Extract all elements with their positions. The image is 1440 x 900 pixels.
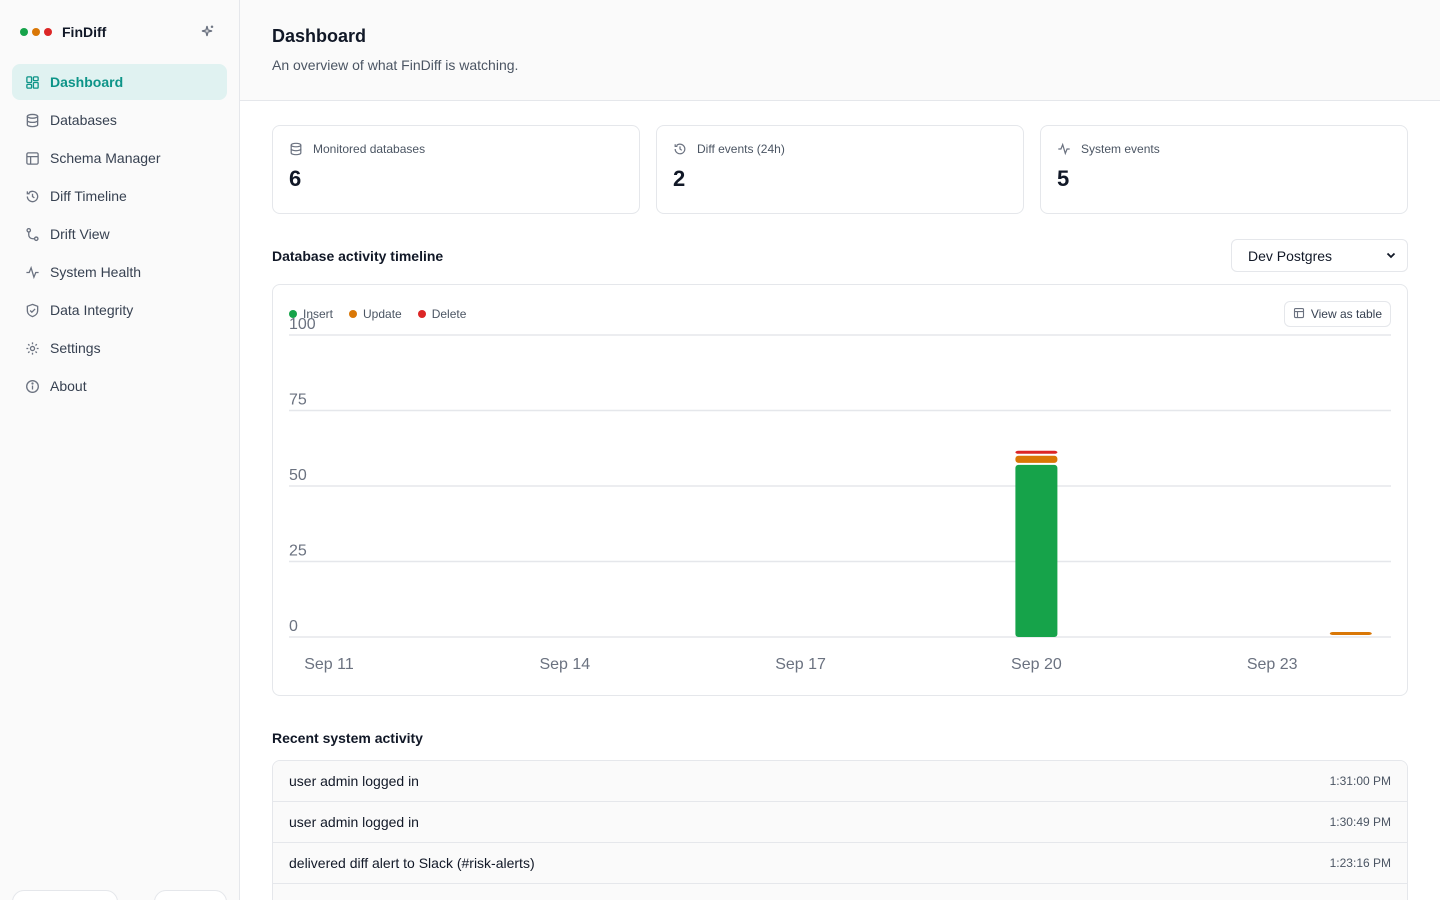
list-item[interactable] bbox=[273, 884, 1407, 900]
activity-icon bbox=[1057, 142, 1071, 156]
sidebar-footer-toggle[interactable] bbox=[154, 890, 227, 900]
sidebar-item-databases[interactable]: Databases bbox=[12, 102, 227, 138]
list-item[interactable]: user admin logged in 1:30:49 PM bbox=[273, 802, 1407, 843]
table-icon bbox=[1293, 307, 1305, 322]
list-item[interactable]: user admin logged in 1:31:00 PM bbox=[273, 761, 1407, 802]
y-tick-label: 0 bbox=[289, 618, 298, 635]
activity-time: 1:23:16 PM bbox=[1329, 856, 1391, 870]
brand-name: FinDiff bbox=[62, 24, 107, 40]
view-as-table-label: View as table bbox=[1310, 307, 1382, 321]
x-tick-label: Sep 11 bbox=[304, 656, 354, 673]
chart-canvas: 0 25 50 75 100 Sep 11 Sep 14 Sep 17 Sep 20 Sep 23 bbox=[289, 316, 1391, 673]
bar-update bbox=[1329, 632, 1372, 635]
sidebar-item-label: Settings bbox=[50, 340, 101, 356]
brand-dot-red bbox=[44, 28, 52, 36]
x-tick-label: Sep 17 bbox=[775, 656, 826, 673]
stat-card-monitored-databases: Monitored databases 6 bbox=[272, 125, 640, 214]
y-tick-label: 100 bbox=[289, 316, 316, 333]
brand-dot-orange bbox=[32, 28, 40, 36]
y-tick-label: 25 bbox=[289, 543, 307, 560]
x-tick-label: Sep 14 bbox=[539, 656, 590, 673]
activity-time: 1:31:00 PM bbox=[1329, 774, 1391, 788]
git-compare-icon bbox=[24, 226, 40, 242]
database-icon bbox=[289, 142, 303, 156]
stat-label: Diff events (24h) bbox=[697, 142, 785, 156]
sidebar-item-label: Diff Timeline bbox=[50, 188, 127, 204]
sparkle-icon[interactable] bbox=[197, 22, 217, 42]
list-item[interactable]: delivered diff alert to Slack (#risk-ale… bbox=[273, 843, 1407, 884]
sidebar: FinDiff Dashboard Databases Schema Manag… bbox=[0, 0, 240, 900]
activity-icon bbox=[24, 264, 40, 280]
database-icon bbox=[24, 112, 40, 128]
sidebar-item-about[interactable]: About bbox=[12, 368, 227, 404]
main-content: Dashboard An overview of what FinDiff is… bbox=[240, 0, 1440, 900]
sidebar-item-label: Drift View bbox=[50, 226, 110, 242]
sidebar-item-label: Schema Manager bbox=[50, 150, 161, 166]
bar-update bbox=[1015, 455, 1058, 463]
brand[interactable]: FinDiff bbox=[20, 22, 106, 42]
x-tick-label: Sep 23 bbox=[1247, 656, 1298, 673]
shield-icon bbox=[24, 302, 40, 318]
stat-card-system-events: System events 5 bbox=[1040, 125, 1408, 214]
legend-item-delete[interactable]: Delete bbox=[417, 307, 467, 321]
legend-label: Update bbox=[363, 307, 402, 321]
sidebar-item-settings[interactable]: Settings bbox=[12, 330, 227, 366]
info-icon bbox=[24, 378, 40, 394]
activity-time: 1:30:49 PM bbox=[1329, 815, 1391, 829]
page-subtitle: An overview of what FinDiff is watching. bbox=[272, 57, 519, 73]
recent-activity-title: Recent system activity bbox=[272, 730, 423, 746]
stat-label: System events bbox=[1081, 142, 1160, 156]
legend-label: Delete bbox=[431, 307, 467, 321]
view-as-table-button[interactable]: View as table bbox=[1283, 301, 1391, 327]
activity-message: user admin logged in bbox=[289, 773, 419, 789]
page-title: Dashboard bbox=[272, 26, 367, 46]
activity-message: user admin logged in bbox=[289, 814, 419, 830]
sidebar-item-label: Databases bbox=[50, 112, 117, 128]
stat-value: 2 bbox=[673, 166, 686, 191]
sidebar-nav: Dashboard Databases Schema Manager Diff … bbox=[12, 64, 227, 406]
history-icon bbox=[673, 142, 687, 156]
stat-card-diff-events: Diff events (24h) 2 bbox=[656, 125, 1024, 214]
legend-dot bbox=[289, 310, 297, 318]
gear-icon bbox=[24, 340, 40, 356]
legend-item-update[interactable]: Update bbox=[349, 307, 402, 321]
legend-dot bbox=[417, 310, 426, 318]
sidebar-item-schema-manager[interactable]: Schema Manager bbox=[12, 140, 227, 176]
stat-label: Monitored databases bbox=[313, 142, 426, 156]
legend-label: Insert bbox=[303, 307, 334, 321]
activity-chart: 0 25 50 75 100 Sep 11 Sep 14 Sep 17 Sep 20 Sep 23… bbox=[272, 284, 1408, 696]
table-icon bbox=[24, 150, 40, 166]
y-tick-label: 50 bbox=[289, 467, 307, 484]
legend-dot bbox=[349, 310, 358, 318]
database-select[interactable]: Dev Postgres bbox=[1231, 239, 1408, 272]
stat-value: 5 bbox=[1057, 166, 1070, 191]
dashboard-icon bbox=[24, 74, 40, 90]
y-tick-label: 75 bbox=[289, 392, 307, 409]
sidebar-footer-control[interactable] bbox=[12, 890, 118, 900]
activity-message: delivered diff alert to Slack (#risk-ale… bbox=[289, 855, 535, 871]
stat-value: 6 bbox=[289, 166, 302, 191]
timeline-title: Database activity timeline bbox=[272, 248, 444, 264]
sidebar-item-label: System Health bbox=[50, 264, 142, 280]
page-header: Dashboard An overview of what FinDiff is… bbox=[240, 0, 1440, 101]
x-tick-label: Sep 20 bbox=[1011, 656, 1062, 673]
brand-dot-green bbox=[20, 28, 28, 36]
sidebar-item-label: Dashboard bbox=[50, 74, 124, 90]
sidebar-item-data-integrity[interactable]: Data Integrity bbox=[12, 292, 227, 328]
recent-activity-list: user admin logged in 1:31:00 PM user adm… bbox=[272, 760, 1408, 900]
sidebar-item-diff-timeline[interactable]: Diff Timeline bbox=[12, 178, 227, 214]
sidebar-item-label: About bbox=[50, 378, 87, 394]
bar-insert bbox=[1015, 464, 1058, 637]
sidebar-item-dashboard[interactable]: Dashboard bbox=[12, 64, 227, 100]
database-select-value: Dev Postgres bbox=[1248, 247, 1333, 264]
stats-row: Monitored databases 6 Diff events (24h) … bbox=[272, 125, 1408, 214]
chevron-down-icon bbox=[1385, 248, 1397, 264]
chart-legend: Insert Update Delete bbox=[289, 307, 466, 321]
bar-delete bbox=[1015, 450, 1058, 454]
sidebar-item-label: Data Integrity bbox=[50, 302, 134, 318]
sidebar-item-drift-view[interactable]: Drift View bbox=[12, 216, 227, 252]
history-icon bbox=[24, 188, 40, 204]
legend-item-insert[interactable]: Insert bbox=[289, 307, 333, 321]
sidebar-item-system-health[interactable]: System Health bbox=[12, 254, 227, 290]
